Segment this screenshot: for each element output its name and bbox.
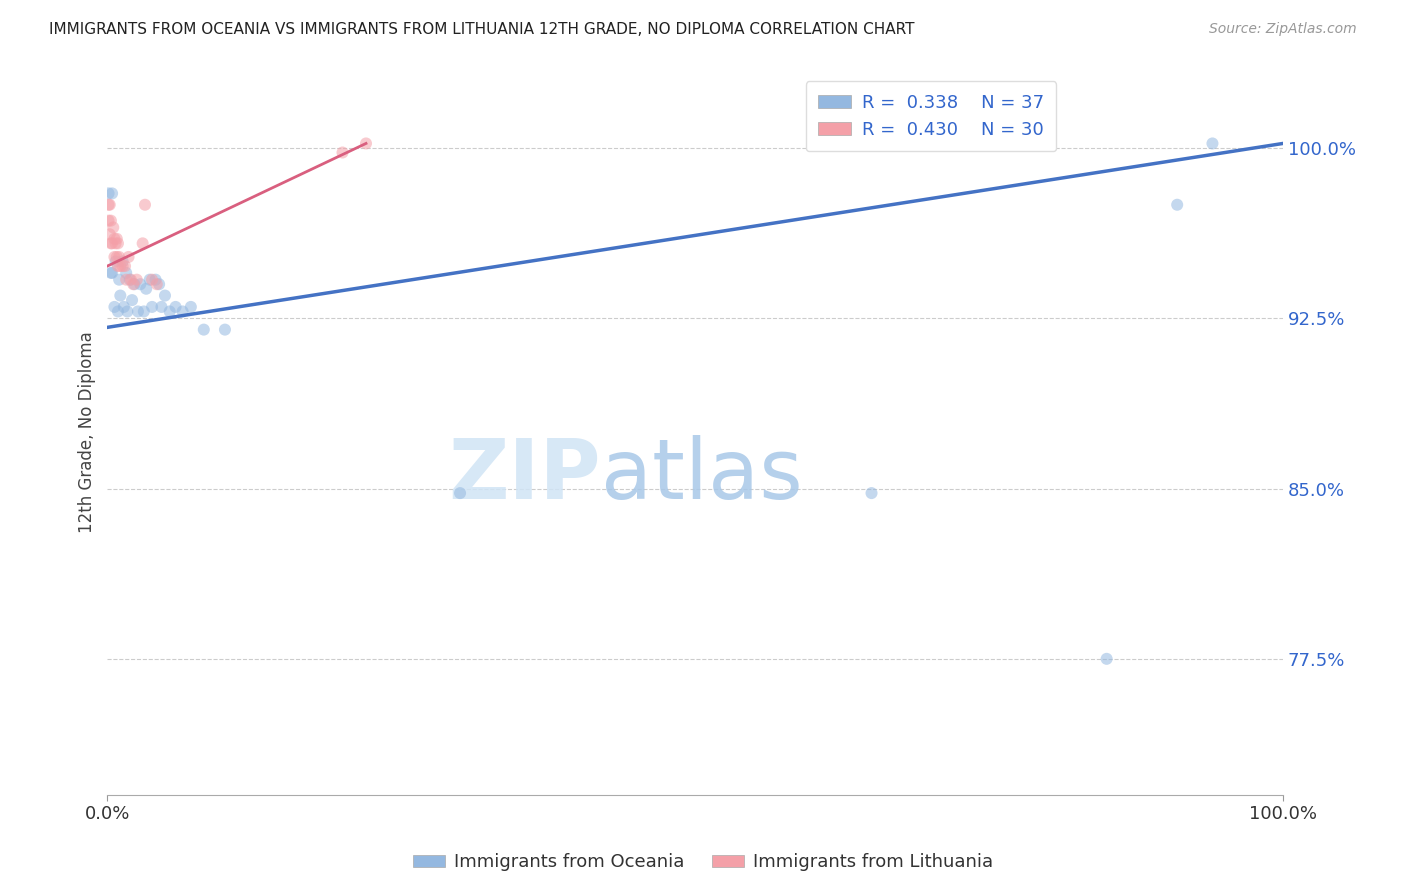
Point xyxy=(121,293,143,307)
Point xyxy=(122,277,145,292)
Point xyxy=(354,136,377,151)
Point xyxy=(145,273,167,287)
Point xyxy=(120,273,142,287)
Point xyxy=(105,250,128,264)
Point xyxy=(145,277,167,292)
Point xyxy=(114,259,136,273)
Point xyxy=(104,236,127,251)
Point xyxy=(112,300,135,314)
Point xyxy=(111,254,134,268)
Point xyxy=(103,250,125,264)
Point xyxy=(150,300,173,314)
Point xyxy=(111,259,134,273)
Point xyxy=(129,277,152,292)
Point xyxy=(132,304,155,318)
Point xyxy=(110,288,132,302)
Point xyxy=(193,323,215,337)
Text: ZIP: ZIP xyxy=(449,435,602,516)
Point xyxy=(159,304,181,318)
Point xyxy=(108,250,131,264)
Point xyxy=(117,250,139,264)
Point xyxy=(127,304,149,318)
Point xyxy=(110,259,132,273)
Point xyxy=(1201,136,1223,151)
Legend: R =  0.338    N = 37, R =  0.430    N = 30: R = 0.338 N = 37, R = 0.430 N = 30 xyxy=(806,81,1056,152)
Point xyxy=(107,304,129,318)
Point xyxy=(100,213,122,227)
Point xyxy=(97,213,120,227)
Point xyxy=(97,186,120,201)
Point xyxy=(101,236,124,251)
Point xyxy=(103,232,125,246)
Text: Source: ZipAtlas.com: Source: ZipAtlas.com xyxy=(1209,22,1357,37)
Point xyxy=(135,282,157,296)
Point xyxy=(138,273,160,287)
Point xyxy=(115,273,138,287)
Point xyxy=(141,273,163,287)
Point xyxy=(118,273,141,287)
Point xyxy=(172,304,194,318)
Point xyxy=(97,198,120,212)
Point xyxy=(98,227,121,242)
Point xyxy=(115,266,138,280)
Text: atlas: atlas xyxy=(602,435,803,516)
Point xyxy=(1095,652,1118,666)
Point xyxy=(105,232,128,246)
Point xyxy=(124,277,146,292)
Point xyxy=(214,323,236,337)
Point xyxy=(103,300,125,314)
Point xyxy=(125,273,148,287)
Point xyxy=(332,145,354,160)
Point xyxy=(449,486,471,500)
Point xyxy=(131,236,153,251)
Point xyxy=(107,259,129,273)
Point xyxy=(103,220,125,235)
Point xyxy=(107,236,129,251)
Point xyxy=(134,198,156,212)
Point xyxy=(141,300,163,314)
Text: IMMIGRANTS FROM OCEANIA VS IMMIGRANTS FROM LITHUANIA 12TH GRADE, NO DIPLOMA CORR: IMMIGRANTS FROM OCEANIA VS IMMIGRANTS FR… xyxy=(49,22,915,37)
Point xyxy=(1166,198,1188,212)
Point xyxy=(108,273,131,287)
Point xyxy=(101,186,124,201)
Point xyxy=(98,198,121,212)
Point xyxy=(101,266,124,280)
Point xyxy=(180,300,202,314)
Point xyxy=(148,277,170,292)
Legend: Immigrants from Oceania, Immigrants from Lithuania: Immigrants from Oceania, Immigrants from… xyxy=(405,847,1001,879)
Point xyxy=(117,304,139,318)
Point xyxy=(100,266,122,280)
Point xyxy=(860,486,883,500)
Point xyxy=(104,254,127,268)
Point xyxy=(100,236,122,251)
Point xyxy=(165,300,187,314)
Y-axis label: 12th Grade, No Diploma: 12th Grade, No Diploma xyxy=(79,331,96,533)
Point xyxy=(153,288,176,302)
